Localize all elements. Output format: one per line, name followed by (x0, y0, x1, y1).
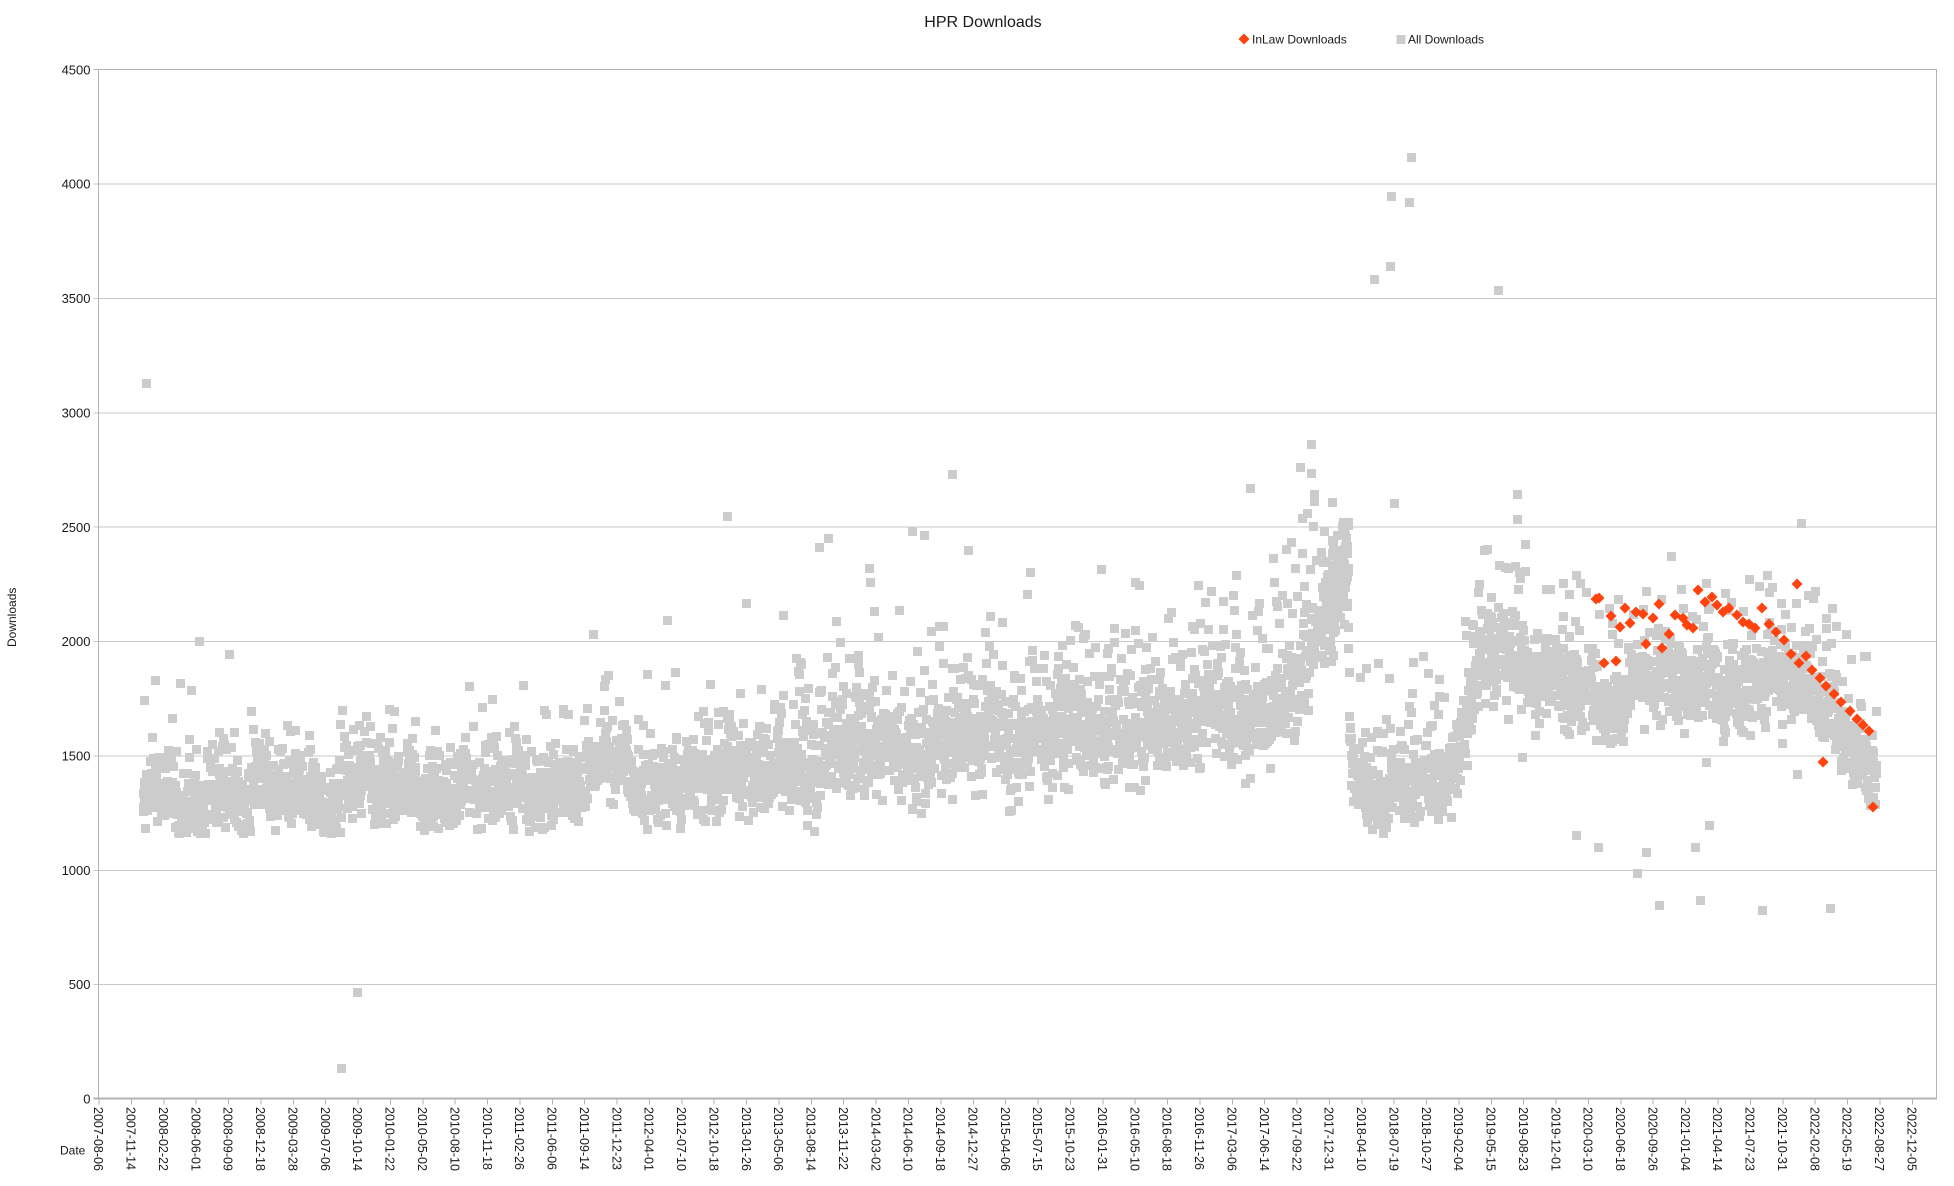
svg-text:2012-07-10: 2012-07-10 (674, 1107, 688, 1171)
svg-text:2000: 2000 (62, 634, 91, 649)
svg-text:2014-03-02: 2014-03-02 (868, 1107, 882, 1171)
svg-text:HPR Downloads: HPR Downloads (924, 14, 1041, 31)
svg-text:2007-08-06: 2007-08-06 (91, 1107, 105, 1171)
svg-text:2014-09-18: 2014-09-18 (933, 1107, 947, 1171)
svg-text:2011-09-14: 2011-09-14 (577, 1107, 591, 1170)
svg-text:2010-08-10: 2010-08-10 (447, 1107, 461, 1171)
svg-text:2009-07-06: 2009-07-06 (318, 1107, 332, 1171)
svg-text:4000: 4000 (62, 177, 91, 192)
svg-text:2013-11-22: 2013-11-22 (836, 1107, 850, 1170)
svg-text:2015-10-23: 2015-10-23 (1063, 1107, 1077, 1171)
svg-text:2013-05-06: 2013-05-06 (771, 1107, 785, 1171)
svg-text:2019-02-04: 2019-02-04 (1451, 1107, 1465, 1171)
svg-text:2014-06-10: 2014-06-10 (901, 1107, 915, 1171)
svg-text:2017-06-14: 2017-06-14 (1257, 1107, 1271, 1171)
svg-text:2008-09-09: 2008-09-09 (221, 1107, 235, 1171)
svg-text:2010-11-18: 2010-11-18 (480, 1107, 494, 1170)
svg-text:1500: 1500 (62, 749, 91, 764)
svg-text:2017-03-06: 2017-03-06 (1225, 1107, 1239, 1171)
svg-text:2016-08-18: 2016-08-18 (1160, 1107, 1174, 1171)
svg-text:1000: 1000 (62, 863, 91, 878)
svg-text:2011-06-06: 2011-06-06 (545, 1107, 559, 1170)
svg-text:InLaw Downloads: InLaw Downloads (1252, 33, 1347, 47)
svg-text:2021-04-14: 2021-04-14 (1710, 1107, 1724, 1171)
svg-text:2012-04-01: 2012-04-01 (642, 1107, 656, 1171)
svg-text:2014-12-27: 2014-12-27 (966, 1107, 980, 1171)
svg-text:Downloads: Downloads (5, 588, 19, 647)
svg-text:2022-08-27: 2022-08-27 (1872, 1107, 1886, 1171)
svg-text:2019-05-15: 2019-05-15 (1484, 1107, 1498, 1171)
svg-text:2012-10-18: 2012-10-18 (706, 1107, 720, 1171)
svg-text:2016-05-10: 2016-05-10 (1127, 1107, 1141, 1171)
svg-text:2009-10-14: 2009-10-14 (350, 1107, 364, 1171)
svg-text:2016-11-26: 2016-11-26 (1192, 1107, 1206, 1170)
svg-text:2010-05-02: 2010-05-02 (415, 1107, 429, 1171)
svg-text:2017-12-31: 2017-12-31 (1322, 1107, 1336, 1171)
svg-text:2015-07-15: 2015-07-15 (1030, 1107, 1044, 1171)
svg-text:3000: 3000 (62, 405, 91, 420)
svg-text:2013-08-14: 2013-08-14 (804, 1107, 818, 1171)
svg-text:2016-01-31: 2016-01-31 (1095, 1107, 1109, 1171)
svg-text:2010-01-22: 2010-01-22 (383, 1107, 397, 1171)
svg-text:2500: 2500 (62, 520, 91, 535)
svg-text:2021-10-31: 2021-10-31 (1775, 1107, 1789, 1171)
svg-text:0: 0 (83, 1092, 90, 1107)
svg-text:2008-12-18: 2008-12-18 (253, 1107, 267, 1171)
svg-text:2011-12-23: 2011-12-23 (609, 1107, 623, 1170)
svg-text:3500: 3500 (62, 291, 91, 306)
svg-text:2019-12-01: 2019-12-01 (1548, 1107, 1562, 1171)
svg-text:4500: 4500 (62, 62, 91, 77)
svg-text:2008-02-22: 2008-02-22 (156, 1107, 170, 1171)
svg-text:2021-01-04: 2021-01-04 (1678, 1107, 1692, 1171)
svg-text:2018-04-10: 2018-04-10 (1354, 1107, 1368, 1171)
svg-text:2018-10-27: 2018-10-27 (1419, 1107, 1433, 1171)
svg-text:All Downloads: All Downloads (1408, 33, 1484, 47)
svg-text:2013-01-26: 2013-01-26 (739, 1107, 753, 1171)
svg-text:2011-02-26: 2011-02-26 (512, 1107, 526, 1170)
svg-text:2017-09-22: 2017-09-22 (1289, 1107, 1303, 1171)
svg-text:2019-08-23: 2019-08-23 (1516, 1107, 1530, 1171)
svg-text:2020-09-26: 2020-09-26 (1645, 1107, 1659, 1171)
svg-text:2009-03-28: 2009-03-28 (286, 1107, 300, 1171)
svg-text:500: 500 (69, 977, 91, 992)
svg-text:2018-07-19: 2018-07-19 (1386, 1107, 1400, 1171)
svg-text:2020-06-18: 2020-06-18 (1613, 1107, 1627, 1171)
svg-text:2020-03-10: 2020-03-10 (1581, 1107, 1595, 1171)
svg-text:Date: Date (60, 1144, 86, 1158)
svg-text:2022-12-05: 2022-12-05 (1905, 1107, 1919, 1171)
svg-text:2008-06-01: 2008-06-01 (188, 1107, 202, 1171)
svg-text:2022-02-08: 2022-02-08 (1807, 1107, 1821, 1171)
svg-text:2021-07-23: 2021-07-23 (1743, 1107, 1757, 1171)
svg-text:2022-05-19: 2022-05-19 (1840, 1107, 1854, 1171)
svg-text:2007-11-14: 2007-11-14 (124, 1107, 138, 1170)
svg-text:2015-04-06: 2015-04-06 (998, 1107, 1012, 1171)
